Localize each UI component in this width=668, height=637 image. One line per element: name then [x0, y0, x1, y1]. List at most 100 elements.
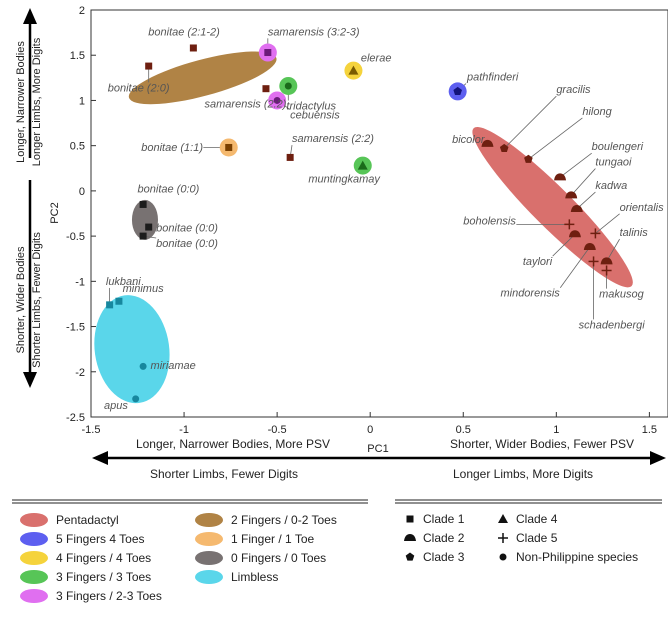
point-label: tungaoi	[595, 157, 632, 169]
legend-label: Limbless	[231, 570, 278, 584]
point-label: apus	[104, 400, 128, 412]
point-label: bicolor	[452, 134, 486, 146]
point-label: tridactylus	[286, 100, 336, 112]
bottom-left-top: Longer, Narrower Bodies, More PSV	[136, 437, 330, 451]
point-label: hilong	[582, 106, 612, 118]
point-marker	[453, 86, 462, 95]
legend-swatch	[195, 570, 223, 584]
legend-label: 4 Fingers / 4 Toes	[56, 551, 151, 565]
point-marker	[273, 96, 281, 104]
point-marker	[564, 219, 575, 230]
legend-label: Non-Philippine species	[516, 550, 638, 564]
y-axis-label: PC2	[49, 202, 61, 223]
point-marker	[284, 82, 292, 90]
bottom-arrow: Longer, Narrower Bodies, More PSV Shorte…	[92, 437, 666, 465]
point-labels: bonitae (2:1-2) bonitae (2:0) samarensis (…	[104, 26, 664, 412]
leader-line	[528, 117, 583, 160]
side-label-bottom-2: Shorter Limbs, Fewer Digits	[31, 232, 43, 368]
point-marker	[499, 143, 509, 152]
point-label: elerae	[361, 53, 392, 65]
x-axis-label: PC1	[367, 443, 388, 455]
x-tick-label: 1.5	[642, 424, 657, 436]
y-tick-label: -2.5	[66, 412, 85, 424]
legend-label: 0 Fingers / 0 Toes	[231, 551, 326, 565]
point-label: bonitae (0:0)	[156, 223, 218, 235]
point-marker	[115, 297, 123, 305]
x-tick-label: 1	[553, 424, 559, 436]
legend-swatch	[20, 532, 48, 546]
point-label: boholensis	[463, 215, 516, 227]
y-tick-label: 1.5	[70, 50, 85, 62]
x-tick-label: -1.5	[82, 424, 101, 436]
point-label: cebuensis	[290, 110, 340, 122]
legend-rules	[12, 499, 662, 504]
y-tick-label: 0.5	[70, 141, 85, 153]
point-marker	[524, 154, 533, 163]
point-marker	[225, 143, 233, 151]
point-label: kadwa	[595, 180, 627, 192]
legend-label: Pentadactyl	[56, 513, 119, 527]
legend-swatch	[20, 513, 48, 527]
point-label: talinis	[620, 227, 649, 239]
y-tick-label: -1	[75, 276, 85, 288]
y-tick-label: 2	[79, 5, 85, 17]
legend-label: 3 Fingers / 2-3 Toes	[56, 589, 162, 603]
side-label-top-1: Longer, Narrower Bodies	[15, 41, 27, 163]
point-label: miriamae	[151, 360, 196, 372]
point-marker	[565, 191, 578, 199]
data-points	[106, 43, 613, 403]
legend-swatch	[195, 551, 223, 565]
point-marker	[286, 153, 294, 161]
legend-label: Clade 2	[423, 531, 465, 545]
y-tick-label: -0.5	[66, 231, 85, 243]
point-marker	[145, 62, 153, 70]
legend: Pentadactyl 5 Fingers 4 Toes 4 Fingers / 4…	[20, 512, 638, 603]
arrow-left-icon	[92, 451, 108, 465]
legend-swatch	[195, 513, 223, 527]
legend-label: 1 Finger / 1 Toe	[231, 532, 314, 546]
point-marker	[139, 232, 147, 240]
plot-frame	[90, 9, 668, 418]
point-marker	[583, 242, 596, 250]
point-marker	[570, 204, 583, 212]
legend-shape-icon	[406, 515, 414, 523]
point-label: bonitae (2:1-2)	[148, 26, 220, 38]
point-label: bonitae (0:0)	[138, 184, 200, 196]
point-label: schadenbergi	[579, 319, 646, 331]
bottom-right-bottom-line: Longer Limbs, More Digits	[453, 467, 593, 481]
point-marker	[600, 257, 613, 265]
point-marker	[588, 256, 599, 267]
bottom-right-top: Shorter, Wider Bodies, Fewer PSV	[450, 437, 634, 451]
leader-line	[559, 152, 592, 178]
point-label: muntingkamay	[308, 174, 381, 186]
point-label: samarensis (2:2)	[205, 99, 287, 111]
point-label: boulengeri	[592, 141, 644, 153]
legend-label: Clade 5	[516, 531, 558, 545]
point-marker	[481, 139, 494, 147]
point-label: orientalis	[620, 202, 665, 214]
point-marker	[568, 230, 581, 238]
point-marker	[357, 160, 368, 170]
point-marker	[189, 44, 197, 52]
legend-label: 3 Fingers / 3 Toes	[56, 570, 151, 584]
point-marker	[139, 200, 147, 208]
leader-line	[552, 234, 576, 257]
ellipse-limbless	[94, 295, 170, 404]
y-tick-label: 0	[79, 186, 85, 198]
leader-line	[595, 213, 620, 234]
side-arrow: Longer, Narrower Bodies Longer Limbs, Mo…	[14, 8, 46, 388]
point-marker	[590, 228, 601, 239]
point-label: minimus	[123, 283, 164, 295]
point-marker	[262, 85, 270, 93]
bottom-left-bottom-line: Shorter Limbs, Fewer Digits	[150, 467, 298, 481]
legend-shape-icon	[498, 533, 508, 543]
point-marker	[554, 173, 567, 181]
side-label-bottom-1: Shorter, Wider Bodies	[15, 246, 27, 353]
legend-label: Clade 3	[423, 550, 465, 564]
point-marker	[145, 223, 153, 231]
legend-swatch	[20, 570, 48, 584]
point-marker	[106, 301, 114, 309]
ellipse-two-zerotwo	[128, 51, 277, 105]
legend-label: 2 Fingers / 0-2 Toes	[231, 513, 337, 527]
point-marker	[348, 65, 359, 75]
